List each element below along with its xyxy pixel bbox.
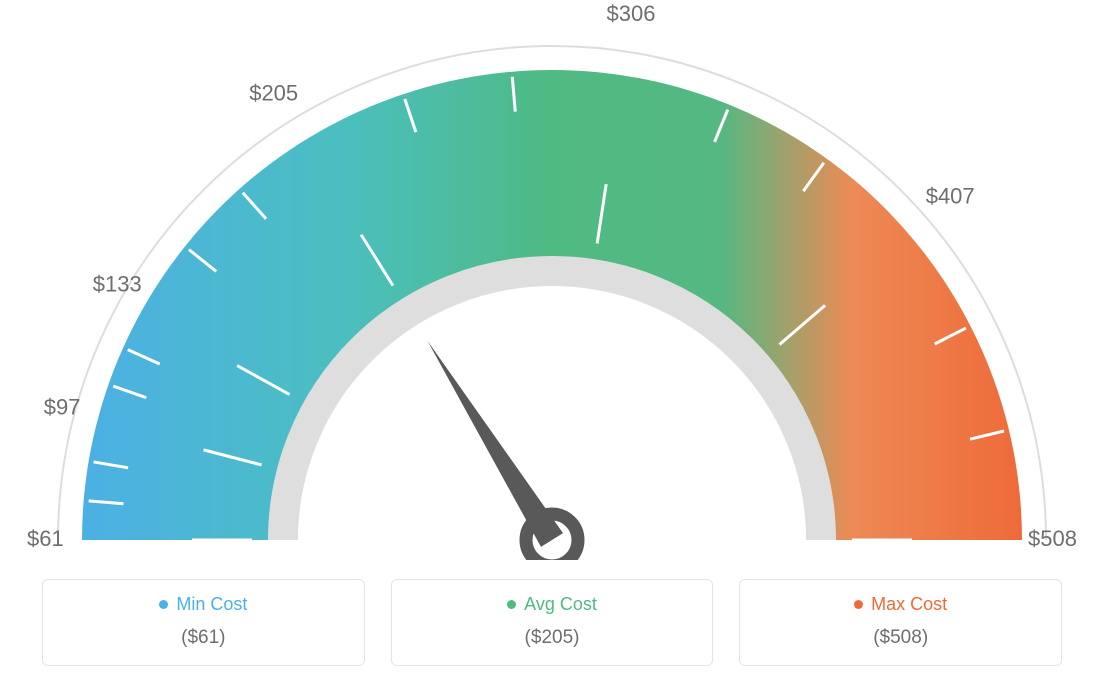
svg-text:$97: $97 xyxy=(44,394,81,419)
svg-text:$306: $306 xyxy=(607,1,656,26)
svg-text:$61: $61 xyxy=(27,526,64,551)
legend-dot-max xyxy=(854,600,863,609)
svg-text:$407: $407 xyxy=(926,184,975,209)
svg-text:$133: $133 xyxy=(93,271,142,296)
legend-label-min: Min Cost xyxy=(176,594,247,615)
svg-text:$205: $205 xyxy=(249,81,298,106)
legend-card-min: Min Cost ($61) xyxy=(42,579,365,666)
legend-row: Min Cost ($61) Avg Cost ($205) Max Cost … xyxy=(42,579,1062,666)
legend-label-max: Max Cost xyxy=(871,594,947,615)
legend-value-avg: ($205) xyxy=(392,627,713,649)
legend-label-avg: Avg Cost xyxy=(524,594,597,615)
legend-card-max: Max Cost ($508) xyxy=(739,579,1062,666)
legend-card-avg: Avg Cost ($205) xyxy=(391,579,714,666)
legend-dot-min xyxy=(159,600,168,609)
legend-value-min: ($61) xyxy=(43,627,364,649)
legend-value-max: ($508) xyxy=(740,627,1061,649)
legend-dot-avg xyxy=(507,600,516,609)
gauge-chart: $61 $97 $133 $205 $306 $407 $508 xyxy=(0,0,1104,560)
svg-text:$508: $508 xyxy=(1028,526,1077,551)
